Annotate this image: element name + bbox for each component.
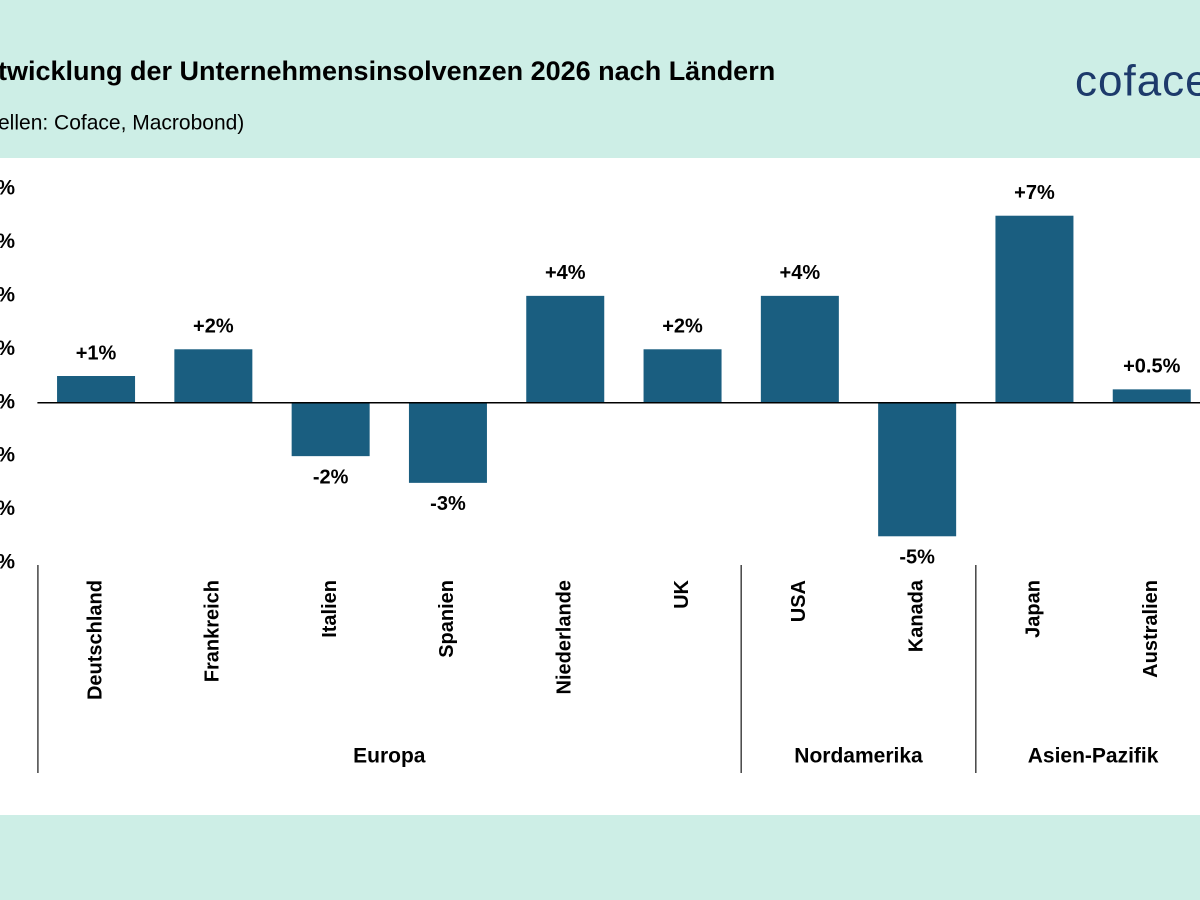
bar: [878, 402, 957, 537]
bar: [291, 402, 370, 457]
x-tick-label: Kanada: [905, 579, 927, 652]
value-label: +2%: [193, 316, 234, 338]
bar: [408, 402, 487, 483]
y-tick-label: 0%: [0, 390, 15, 413]
bar: [995, 215, 1074, 403]
chart-subtitle: ellen: Coface, Macrobond): [0, 112, 244, 135]
bar: [643, 349, 722, 403]
x-tick-label: Italien: [319, 580, 341, 638]
logo: coface: [1075, 57, 1200, 106]
value-label: -2%: [313, 466, 349, 488]
group-label: Asien-Pazifik: [1028, 745, 1159, 768]
y-tick-label: -6%: [0, 551, 15, 574]
x-tick-label: Japan: [1023, 580, 1045, 638]
bar: [760, 295, 839, 403]
value-label: +7%: [1014, 182, 1055, 204]
group-label: Nordamerika: [794, 745, 923, 768]
value-label: -5%: [899, 547, 935, 569]
y-tick-label: -2%: [0, 444, 15, 467]
chart-title: twicklung der Unternehmensinsolvenzen 20…: [0, 56, 775, 86]
value-label: +4%: [545, 262, 586, 284]
bar: [57, 376, 136, 403]
x-tick-label: Niederlande: [554, 580, 576, 694]
x-tick-label: Spanien: [436, 580, 458, 658]
value-label: +1%: [76, 342, 117, 364]
value-label: +4%: [780, 262, 821, 284]
y-tick-label: 8%: [0, 177, 15, 200]
bar: [174, 349, 253, 403]
value-label: +0.5%: [1123, 356, 1180, 378]
bar: [526, 295, 605, 403]
x-tick-label: Frankreich: [202, 580, 224, 682]
group-label: Europa: [353, 745, 426, 768]
value-label: +2%: [662, 316, 703, 338]
x-tick-label: UK: [671, 579, 693, 608]
x-tick-label: Australien: [1140, 580, 1162, 678]
y-tick-label: 6%: [0, 230, 15, 253]
x-tick-label: USA: [788, 580, 810, 622]
x-tick-label: Deutschland: [84, 580, 106, 700]
y-tick-label: 4%: [0, 283, 15, 306]
y-tick-label: -4%: [0, 497, 15, 520]
value-label: -3%: [430, 493, 466, 515]
bar: [1112, 389, 1191, 403]
y-tick-label: 2%: [0, 337, 15, 360]
